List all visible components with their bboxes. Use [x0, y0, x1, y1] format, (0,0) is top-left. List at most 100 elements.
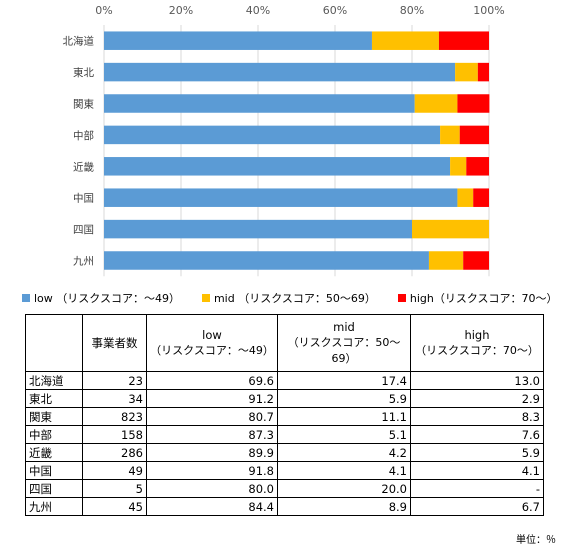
value-cell: 2.9: [410, 389, 544, 408]
x-tick-label: 60%: [323, 4, 347, 17]
bar-mid-segment: [450, 157, 467, 176]
table-row: 中国 49 91.8 4.1 4.1: [25, 461, 544, 480]
table-row: 関東 823 80.7 11.1 8.3: [25, 407, 544, 426]
value-cell: 8.9: [277, 497, 411, 516]
category-label: 九州: [73, 256, 94, 268]
bar-high-segment: [459, 125, 489, 145]
data-table: 事業者数 low （リスクスコア：～49） mid （リスクスコア：50～69） high…: [25, 314, 544, 516]
legend-label: mid （リスクスコア：50～69）: [213, 292, 376, 305]
table-row: 四国 5 80.0 20.0-: [25, 479, 544, 498]
bar-low-segment: [104, 157, 451, 176]
table-header-cell: mid （リスクスコア：50～69）: [277, 314, 411, 372]
value-cell: 89.9: [146, 443, 278, 462]
value-cell: 84.4: [146, 497, 278, 516]
bar-low-segment: [104, 94, 415, 113]
value-cell: 5.9: [410, 443, 544, 462]
unit-note: 単位：％: [516, 535, 556, 546]
region-cell: 中国: [25, 461, 83, 480]
value-cell: 49: [82, 461, 147, 480]
bar-high-segment: [438, 31, 489, 50]
bar-low-segment: [104, 188, 458, 207]
value-cell: 7.6: [410, 425, 544, 444]
value-cell: 5.9: [277, 389, 411, 408]
value-cell: 91.2: [146, 389, 278, 408]
category-label: 関東: [73, 98, 94, 111]
category-label: 中部: [73, 129, 94, 142]
bar-low-segment: [104, 251, 429, 270]
legend-item: high（リスクスコア：70～）: [397, 290, 558, 306]
bar-mid-segment: [412, 219, 489, 239]
region-cell: 東北: [25, 389, 83, 408]
category-label: 中国: [73, 192, 94, 205]
table-row: 中部 158 87.3 5.1 7.6: [25, 425, 544, 444]
bar-mid-segment: [414, 94, 458, 113]
value-cell: 4.1: [410, 461, 544, 480]
bar-low-segment: [104, 219, 412, 239]
bar-mid-segment: [371, 31, 439, 50]
bar-high-segment: [463, 251, 489, 270]
value-cell: 20.0: [277, 479, 411, 498]
legend-label: low （リスクスコア：～49）: [34, 292, 180, 305]
region-cell: 北海道: [25, 371, 83, 390]
region-cell: 関東: [25, 407, 83, 426]
stacked-bar-chart: 0% 20% 40% 60% 80% 100% 北海道東北関東中部近畿中国四国九州: [63, 4, 505, 277]
value-cell: 80.0: [146, 479, 278, 498]
table-row: 九州 45 84.4 8.9 6.7: [25, 497, 544, 516]
bar-high-segment: [457, 94, 490, 113]
bar-mid-segment: [455, 62, 478, 82]
value-cell: 6.7: [410, 497, 544, 516]
x-tick-label: 40%: [246, 4, 270, 17]
value-cell: 45: [82, 497, 147, 516]
region-cell: 九州: [25, 497, 83, 516]
legend-item: mid （リスクスコア：50～69）: [201, 290, 376, 306]
region-cell: 中部: [25, 425, 83, 444]
table-header-cell: low （リスクスコア：～49）: [146, 314, 278, 372]
x-tick-label: 100%: [473, 4, 504, 17]
table-row: 北海道 23 69.6 17.4 13.0: [25, 371, 544, 390]
region-cell: 近畿: [25, 443, 83, 462]
bar-mid-segment: [428, 251, 464, 270]
value-cell: 286: [82, 443, 147, 462]
table-header-cell: 事業者数: [82, 314, 147, 372]
value-cell: 823: [82, 407, 147, 426]
value-cell: 69.6: [146, 371, 278, 390]
chart-legend: low （リスクスコア：～49） mid （リスクスコア：50～69） high（リ…: [22, 290, 562, 306]
bar-low-segment: [104, 31, 372, 50]
value-cell: 13.0: [410, 371, 544, 390]
x-tick-label: 0%: [95, 4, 112, 17]
legend-swatch: [397, 294, 406, 302]
legend-swatch: [22, 294, 30, 302]
value-cell: 34: [82, 389, 147, 408]
bar-mid-segment: [440, 125, 460, 145]
table-row: 近畿 286 89.9 4.2 5.9: [25, 443, 544, 462]
bar-low-segment: [104, 62, 456, 82]
value-cell: 5: [82, 479, 147, 498]
category-label: 四国: [73, 224, 94, 236]
value-cell: 91.8: [146, 461, 278, 480]
table-row: 東北 34 91.2 5.9 2.9: [25, 389, 544, 408]
category-label: 近畿: [73, 160, 94, 173]
value-cell: 80.7: [146, 407, 278, 426]
table-header-row: 事業者数 low （リスクスコア：～49） mid （リスクスコア：50～69） high…: [25, 314, 544, 372]
x-tick-label: 80%: [400, 4, 424, 17]
value-cell: 11.1: [277, 407, 411, 426]
bar-low-segment: [104, 125, 441, 145]
value-cell: 5.1: [277, 425, 411, 444]
table-header-cell: high （リスクスコア：70～）: [410, 314, 544, 372]
table-header-cell: [25, 314, 83, 372]
value-cell: -: [410, 479, 544, 498]
value-cell: 4.2: [277, 443, 411, 462]
x-tick-label: 20%: [169, 4, 193, 17]
legend-item: low （リスクスコア：～49）: [22, 290, 180, 306]
bar-high-segment: [473, 188, 489, 207]
category-label: 東北: [73, 66, 94, 79]
region-cell: 四国: [25, 479, 83, 498]
legend-swatch: [201, 294, 210, 302]
value-cell: 4.1: [277, 461, 411, 480]
value-cell: 23: [82, 371, 147, 390]
category-label: 北海道: [63, 35, 95, 48]
bar-mid-segment: [457, 188, 474, 207]
value-cell: 8.3: [410, 407, 544, 426]
value-cell: 87.3: [146, 425, 278, 444]
